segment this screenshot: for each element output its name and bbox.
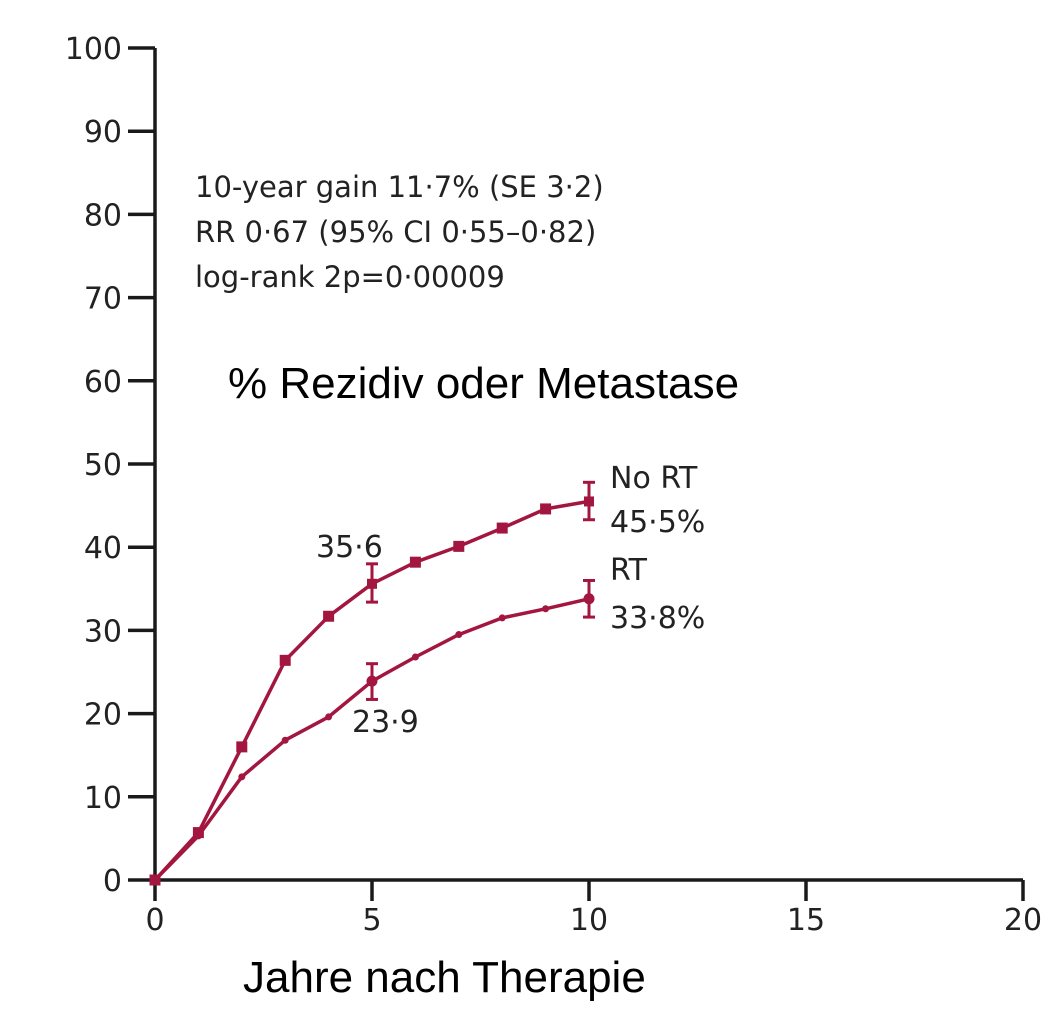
x-tick-label-10: 10	[570, 903, 608, 938]
y-axis-title: % Rezidiv oder Metastase	[228, 359, 739, 408]
annotation-line-2: RR 0·67 (95% CI 0·55–0·82)	[195, 215, 596, 249]
point-no-rt-8	[496, 522, 508, 534]
x-tick-label-20: 20	[1004, 903, 1042, 938]
y-tick-label-30: 30	[84, 614, 122, 649]
point-no-rt-6	[409, 556, 421, 568]
point-rt-6	[411, 653, 419, 661]
data-label-rt-5y: 23·9	[352, 705, 419, 740]
point-rt-10	[583, 593, 595, 605]
series-no-rt	[149, 480, 595, 886]
point-rt-2	[238, 773, 246, 781]
point-no-rt-7	[453, 540, 465, 552]
series-label-no-rt: No RT	[610, 461, 698, 496]
point-rt-1	[194, 832, 202, 840]
y-tick-label-20: 20	[84, 698, 122, 733]
series-end-value-rt: 33·8%	[610, 601, 705, 636]
point-no-rt-9	[540, 503, 552, 515]
y-tick-label-70: 70	[84, 282, 122, 317]
data-label-no-rt-5y: 35·6	[316, 530, 383, 565]
point-no-rt-5	[367, 578, 377, 589]
point-rt-5	[366, 675, 378, 687]
x-ticks: 0 5 10 15 20	[145, 880, 1042, 938]
point-rt-7	[455, 631, 463, 639]
series-end-value-no-rt: 45·5%	[610, 505, 705, 540]
x-tick-label-15: 15	[787, 903, 825, 938]
point-rt-3	[281, 736, 289, 744]
series-layer	[149, 480, 595, 886]
point-no-rt-10	[584, 496, 594, 507]
y-tick-label-80: 80	[84, 198, 122, 233]
x-tick-label-5: 5	[362, 903, 381, 938]
y-tick-label-10: 10	[84, 781, 122, 816]
point-no-rt-2	[236, 741, 248, 753]
point-rt-4	[325, 713, 333, 721]
annotation: 10-year gain 11·7% (SE 3·2) RR 0·67 (95%…	[195, 170, 604, 294]
series-label-rt: RT	[610, 553, 648, 588]
y-tick-label-0: 0	[103, 864, 122, 899]
y-tick-label-100: 100	[65, 32, 122, 67]
y-tick-label-90: 90	[84, 115, 122, 150]
point-no-rt-4	[323, 610, 335, 622]
annotation-line-1: 10-year gain 11·7% (SE 3·2)	[195, 170, 604, 204]
point-rt-8	[498, 614, 506, 622]
point-no-rt-3	[279, 654, 291, 666]
point-rt-9	[542, 605, 550, 613]
y-tick-label-60: 60	[84, 365, 122, 400]
y-ticks: 0 10 20 30 40 50 60 70 80 90 100	[65, 32, 155, 899]
x-tick-label-0: 0	[145, 903, 164, 938]
x-axis-title: Jahre nach Therapie	[243, 953, 646, 1002]
annotation-line-3: log-rank 2p=0·00009	[195, 260, 505, 294]
y-tick-label-50: 50	[84, 448, 122, 483]
series-rt	[151, 578, 595, 884]
y-tick-label-40: 40	[84, 531, 122, 566]
point-rt-0	[151, 876, 159, 884]
